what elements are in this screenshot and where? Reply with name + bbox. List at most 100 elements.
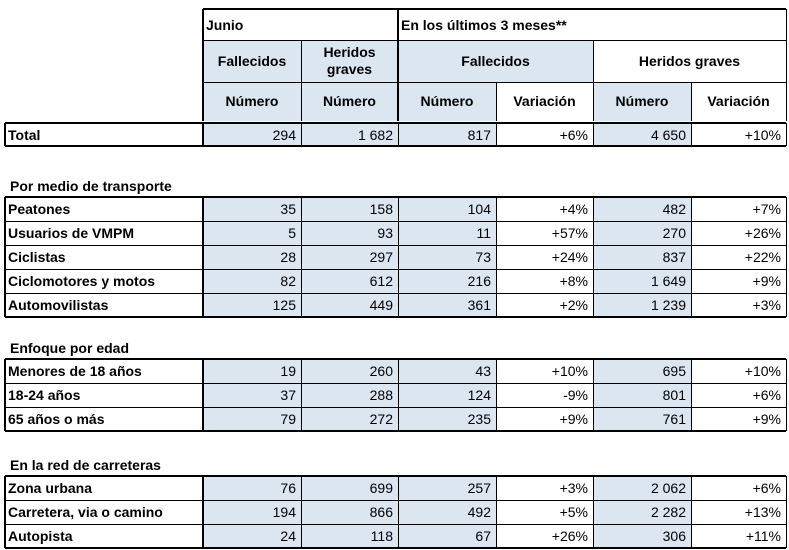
table-row-value: +3% — [752, 297, 781, 313]
table-row-value: 1 649 — [593, 269, 691, 293]
table-row-value: 216 — [398, 269, 496, 293]
table-border-bottom — [5, 547, 786, 549]
table-row-value: +3% — [559, 480, 588, 496]
header-fill — [593, 82, 691, 121]
table-row-value: 260 — [301, 359, 398, 383]
header-border-top — [203, 8, 786, 10]
table-row-value: 2 282 — [593, 500, 691, 524]
table-row-value: 158 — [301, 197, 398, 221]
header-numero: Número — [323, 93, 376, 109]
section-title: Por medio de transporte — [10, 178, 172, 194]
header-heridos-graves-3m: Heridos graves — [638, 52, 741, 69]
table-row-value: 5 — [203, 221, 301, 245]
table-row-label: Peatones — [8, 201, 71, 217]
col-divider — [202, 359, 204, 431]
header-border-right — [785, 9, 787, 121]
col-divider — [690, 123, 692, 146]
col-divider — [592, 476, 594, 548]
col-divider — [690, 476, 692, 548]
table-row-label: Ciclomotores y motos — [8, 273, 156, 289]
header-variacion: Variación — [707, 93, 770, 109]
col-divider — [397, 123, 399, 146]
row-divider — [5, 292, 786, 294]
section-title: Enfoque por edad — [10, 340, 129, 356]
table-border-right — [785, 476, 787, 548]
col-divider — [592, 123, 594, 146]
total-row-value: 1 682 — [301, 123, 398, 146]
header-numero: Número — [225, 93, 279, 109]
table-row-value: 482 — [593, 197, 691, 221]
table-row-value: +9% — [559, 411, 588, 427]
table-border-left — [4, 476, 6, 548]
table-row-value: +13% — [744, 504, 781, 520]
row-divider — [5, 220, 786, 222]
table-border-top — [5, 196, 786, 198]
table-row-value: 118 — [301, 524, 398, 548]
table-row-value: +57% — [551, 225, 588, 241]
table-row-value: +22% — [744, 249, 781, 265]
table-border-left — [4, 359, 6, 431]
table-row-value: +26% — [744, 225, 781, 241]
header-ultimos-3-meses: En los últimos 3 meses** — [401, 16, 567, 33]
table-row-label: Autopista — [8, 528, 73, 544]
table-row-label: Carretera, via o camino — [8, 504, 163, 520]
table-border-right — [785, 359, 787, 431]
col-divider — [300, 123, 302, 146]
table-row-value: 2 062 — [593, 476, 691, 500]
row-divider — [5, 268, 786, 270]
row-divider — [5, 499, 786, 501]
col-divider — [495, 197, 497, 317]
total-row-value: +10% — [744, 126, 781, 143]
header-line — [300, 40, 302, 121]
table-row-value: +2% — [559, 297, 588, 313]
header-line — [690, 82, 692, 121]
header-line — [397, 9, 399, 121]
table-border-top — [5, 475, 786, 477]
row-divider — [5, 244, 786, 246]
total-row-value: +6% — [559, 126, 588, 143]
table-border-bottom — [5, 316, 786, 318]
table-border-bottom — [5, 430, 786, 432]
col-divider — [202, 476, 204, 548]
table-row-value: 104 — [398, 197, 496, 221]
table-row-value: 76 — [203, 476, 301, 500]
table-row-value: 699 — [301, 476, 398, 500]
table-border-top — [5, 122, 786, 124]
table-row-value: 79 — [203, 407, 301, 431]
table-row-value: 1 239 — [593, 293, 691, 317]
header-fill — [398, 82, 496, 121]
table-row-value: 28 — [203, 245, 301, 269]
table-row-label: Automovilistas — [8, 297, 109, 313]
table-row-value: +6% — [752, 480, 781, 496]
table-row-label: 65 años o más — [8, 411, 105, 427]
table-row-label: Usuarios de VMPM — [8, 225, 135, 241]
table-row-value: 24 — [203, 524, 301, 548]
table-row-value: 695 — [593, 359, 691, 383]
table-row-value: +8% — [559, 273, 588, 289]
section-title: En la red de carreteras — [10, 457, 161, 473]
table-row-value: 612 — [301, 269, 398, 293]
col-divider — [202, 197, 204, 317]
total-row-value: 294 — [203, 123, 301, 146]
table-row-label: 18-24 años — [8, 387, 81, 403]
header-border-left — [202, 9, 204, 121]
total-row-label: Total — [8, 126, 41, 143]
table-row-value: 492 — [398, 500, 496, 524]
table-row-value: 125 — [203, 293, 301, 317]
total-row-value: 4 650 — [593, 123, 691, 146]
total-row-value: 817 — [398, 123, 496, 146]
table-row-value: 306 — [593, 524, 691, 548]
table-row-value: 43 — [398, 359, 496, 383]
table-row-value: 93 — [301, 221, 398, 245]
table-row-value: 35 — [203, 197, 301, 221]
table-row-value: +10% — [551, 363, 588, 379]
row-divider — [5, 382, 786, 384]
table-row-value: 11 — [398, 221, 496, 245]
table-row-value: 761 — [593, 407, 691, 431]
row-divider — [5, 523, 786, 525]
table-row-value: +26% — [551, 528, 588, 544]
header-line — [592, 40, 594, 121]
table-border-right — [785, 197, 787, 317]
table-border-bottom — [5, 145, 786, 147]
header-numero: Número — [420, 93, 474, 109]
